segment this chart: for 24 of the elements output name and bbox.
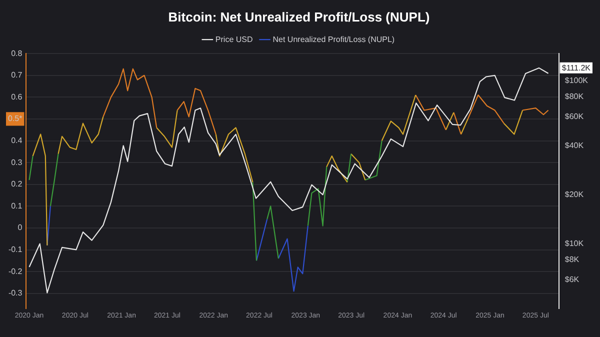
y-tick-label: 0.8 [11, 48, 23, 58]
y2-tick-label: $60K [564, 112, 584, 122]
legend-label: Net Unrealized Profit/Loss (NUPL) [272, 34, 395, 44]
y-tick-label: 0 [18, 223, 23, 232]
y2-tick-label: $8K [564, 254, 580, 264]
legend-label: Price USD [215, 34, 253, 44]
y-tick-label: 0.2 [11, 180, 23, 189]
y2-tick-label: $6K [564, 275, 580, 284]
y-tick-label: 0.1 [11, 201, 23, 210]
y-tick-label: 0.6 [11, 92, 23, 102]
text: $111.2K [562, 64, 592, 73]
y-tick-label: 0.5* [8, 114, 22, 124]
y-tick-label: 0.4 [11, 136, 23, 145]
y-tick-label: -0.1 [8, 244, 23, 254]
y-tick-label: 0.7 [11, 70, 23, 80]
y2-tick-label: $100K [564, 76, 589, 86]
y2-tick-label: $20K [564, 190, 584, 199]
y-tick-label: 0.3 [11, 158, 23, 167]
y-tick-label: -0.2 [8, 266, 23, 276]
y2-tick-label: $10K [564, 238, 584, 248]
y2-tick-label: $40K [564, 140, 584, 150]
y-tick-label: -0.3 [8, 288, 23, 298]
y2-tick-label: $80K [564, 92, 584, 101]
chart-title: Bitcoin: Net Unrealized Profit/Loss (NUPL) [168, 9, 430, 24]
